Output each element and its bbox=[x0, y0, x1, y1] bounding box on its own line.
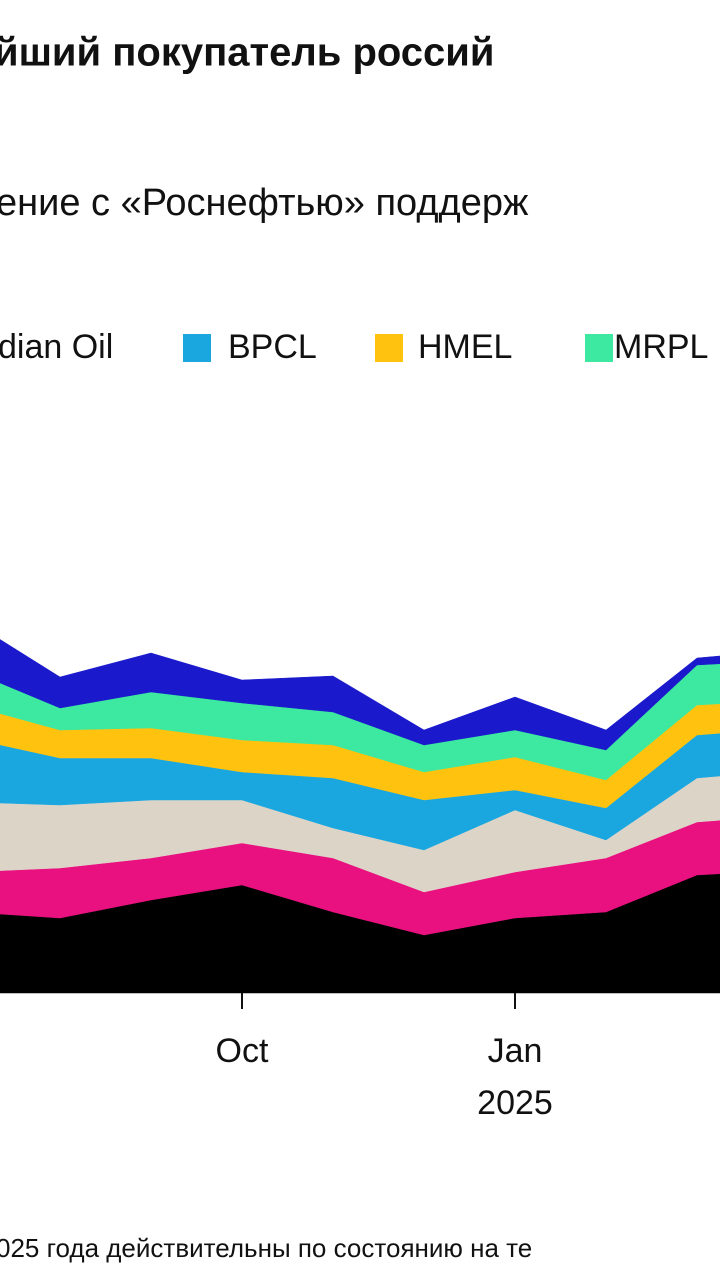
legend-label: HMEL bbox=[418, 328, 512, 366]
area bbox=[0, 639, 720, 751]
x-tick-label: Oct bbox=[216, 1032, 269, 1070]
chart-subtitle: ение с «Роснефтью» поддерж bbox=[0, 182, 529, 224]
legend-swatch bbox=[375, 334, 403, 362]
legend-label: dian Oil bbox=[0, 328, 113, 366]
footnote: 025 года действительны по состоянию на т… bbox=[0, 1233, 532, 1263]
legend-label: BPCL bbox=[228, 328, 317, 366]
legend-swatch bbox=[183, 334, 211, 362]
x-tick-year: 2025 bbox=[477, 1084, 553, 1122]
legend-swatch bbox=[585, 334, 613, 362]
legend-label: MRPL bbox=[614, 328, 708, 366]
x-tick-label: Jan bbox=[488, 1032, 543, 1070]
chart-title: йший покупатель россий bbox=[0, 31, 494, 75]
plot-area bbox=[0, 639, 720, 994]
